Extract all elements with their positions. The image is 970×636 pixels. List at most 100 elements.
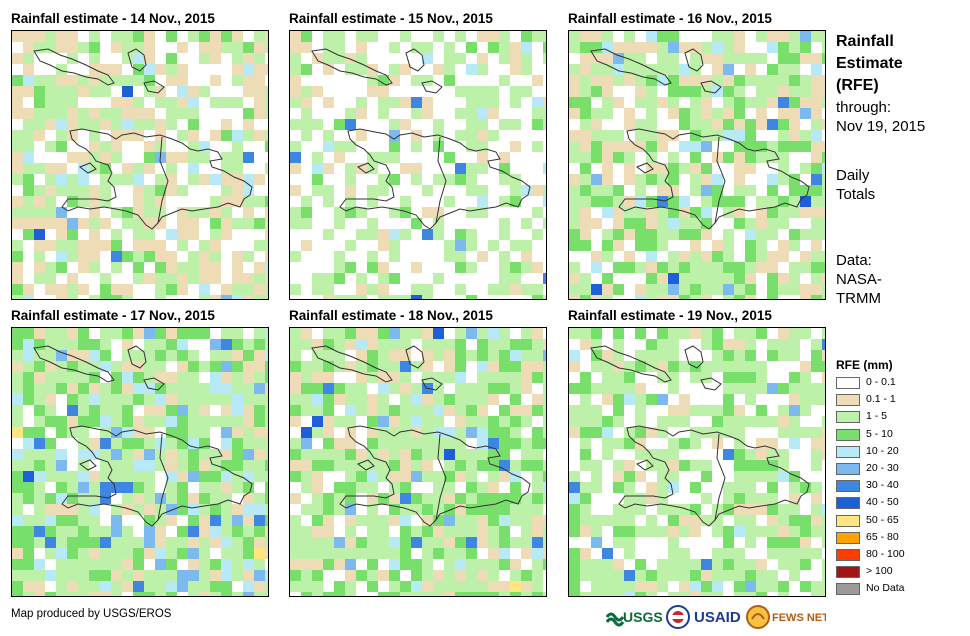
rainfall-cell — [510, 471, 521, 482]
rainfall-cell — [778, 460, 789, 471]
rainfall-cell — [100, 460, 111, 471]
rainfall-cell — [723, 537, 734, 548]
rainfall-cell — [265, 262, 268, 273]
rainfall-cell — [122, 493, 133, 504]
rainfall-cell — [133, 31, 144, 42]
rainfall-cell — [657, 361, 668, 372]
rainfall-cell — [155, 416, 166, 427]
rainfall-cell — [254, 372, 265, 383]
rainfall-cell — [389, 493, 400, 504]
rainfall-cell — [133, 460, 144, 471]
rainfall-cell — [345, 416, 356, 427]
rainfall-cell — [334, 295, 345, 299]
rainfall-cell — [569, 559, 580, 570]
rainfall-cell — [657, 526, 668, 537]
rainfall-cell — [122, 383, 133, 394]
rainfall-cell — [45, 548, 56, 559]
rainfall-cell — [188, 97, 199, 108]
rainfall-cell — [499, 273, 510, 284]
rainfall-cell — [668, 372, 679, 383]
rainfall-cell — [811, 229, 822, 240]
rainfall-cell — [466, 548, 477, 559]
rainfall-cell — [210, 196, 221, 207]
rainfall-cell — [635, 97, 646, 108]
rainfall-cell — [356, 570, 367, 581]
rainfall-cell — [199, 273, 210, 284]
rainfall-cell — [510, 284, 521, 295]
rainfall-cell — [422, 504, 433, 515]
rainfall-cell — [822, 75, 825, 86]
rainfall-cell — [510, 350, 521, 361]
rainfall-cell — [499, 383, 510, 394]
rainfall-cell — [690, 174, 701, 185]
rainfall-cell — [389, 75, 400, 86]
rainfall-cell — [602, 295, 613, 299]
rainfall-cell — [301, 240, 312, 251]
rainfall-cell — [188, 119, 199, 130]
rainfall-cell — [510, 361, 521, 372]
rainfall-cell — [510, 405, 521, 416]
hispaniola-coastline — [61, 425, 253, 527]
rainfall-cell — [389, 207, 400, 218]
rainfall-cell — [265, 383, 268, 394]
legend-label: No Data — [866, 582, 905, 595]
rainfall-cell — [221, 339, 232, 350]
rainfall-cell — [221, 284, 232, 295]
rainfall-cell — [422, 427, 433, 438]
rainfall-cell — [78, 75, 89, 86]
rainfall-cell — [122, 108, 133, 119]
rainfall-cell — [778, 328, 789, 339]
rainfall-cell — [411, 504, 422, 515]
rainfall-cell — [166, 438, 177, 449]
rainfall-cell — [800, 251, 811, 262]
rainfall-cell — [133, 108, 144, 119]
rainfall-cell — [312, 592, 323, 596]
rainfall-cell — [701, 460, 712, 471]
rainfall-cell — [499, 218, 510, 229]
rainfall-cell — [822, 31, 825, 42]
rainfall-cell — [532, 438, 543, 449]
rainfall-cell — [144, 64, 155, 75]
hispaniola-coastline — [61, 128, 253, 230]
rainfall-cell — [778, 163, 789, 174]
rainfall-cell — [657, 196, 668, 207]
rainfall-cell — [701, 53, 712, 64]
rainfall-cell — [602, 42, 613, 53]
rainfall-cell — [701, 251, 712, 262]
rainfall-cell — [477, 361, 488, 372]
rainfall-cell — [89, 581, 100, 592]
rainfall-cell — [232, 416, 243, 427]
rainfall-cell — [122, 75, 133, 86]
rainfall-cell — [411, 438, 422, 449]
rainfall-cell — [166, 229, 177, 240]
rainfall-cell — [822, 559, 825, 570]
rainfall-cell — [745, 504, 756, 515]
rainfall-cell — [23, 449, 34, 460]
rainfall-cell — [466, 504, 477, 515]
rainfall-cell — [254, 383, 265, 394]
rainfall-cell — [155, 119, 166, 130]
rainfall-cell — [166, 108, 177, 119]
rainfall-cell — [635, 42, 646, 53]
rfe-title-line2: Estimate — [836, 55, 903, 72]
rainfall-cell — [778, 504, 789, 515]
rainfall-cell — [624, 31, 635, 42]
rainfall-cell — [243, 130, 254, 141]
rainfall-cell — [232, 130, 243, 141]
rainfall-cell — [367, 163, 378, 174]
rainfall-cell — [144, 515, 155, 526]
rainfall-cell — [221, 163, 232, 174]
rainfall-cell — [767, 416, 778, 427]
rainfall-cell — [499, 119, 510, 130]
rainfall-cell — [323, 460, 334, 471]
rainfall-cell — [624, 504, 635, 515]
rainfall-cell — [411, 537, 422, 548]
rainfall-cell — [89, 163, 100, 174]
rainfall-cell — [756, 383, 767, 394]
rainfall-cell — [389, 97, 400, 108]
rainfall-cell — [668, 383, 679, 394]
rainfall-cell — [602, 240, 613, 251]
rainfall-cell — [455, 350, 466, 361]
rainfall-cell — [45, 218, 56, 229]
rainfall-cell — [723, 86, 734, 97]
